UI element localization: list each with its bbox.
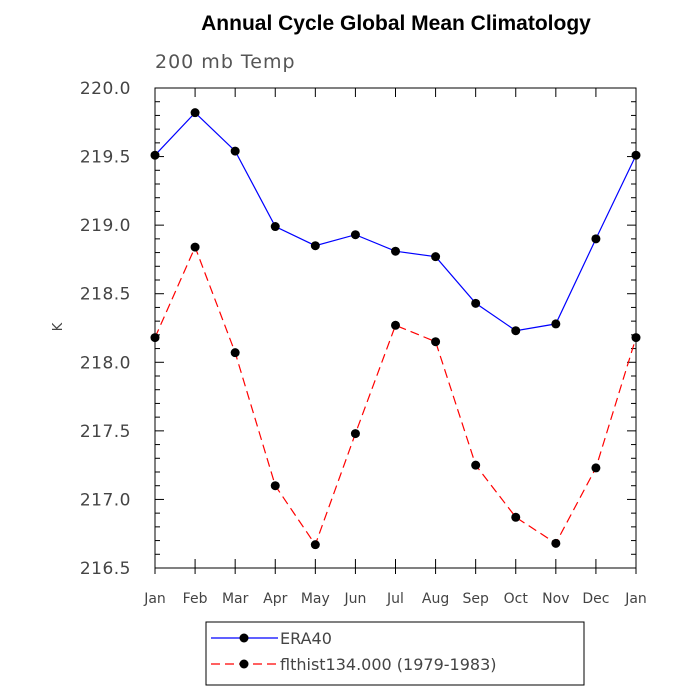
legend-label-2: flthist134.000 (1979-1983) <box>280 655 497 674</box>
x-tick-label: Mar <box>222 591 249 607</box>
series-2-point <box>591 463 601 473</box>
series-2-point <box>230 348 240 358</box>
series-2-point <box>350 429 360 439</box>
series-2-point <box>511 512 521 522</box>
x-tick-label: Oct <box>504 591 529 607</box>
y-tick-label: 220.0 <box>80 79 131 99</box>
x-tick-label: Jan <box>624 591 647 607</box>
series-2-point <box>150 333 160 343</box>
series-1-point <box>150 150 160 160</box>
series-line-1 <box>154 111 637 332</box>
x-tick-label: Sep <box>462 591 489 607</box>
series-1-point <box>591 234 601 244</box>
x-tick-label: Jan <box>143 591 166 607</box>
x-tick-label: May <box>301 591 330 607</box>
series-1-point <box>471 298 481 308</box>
y-tick-label: 219.5 <box>80 148 131 168</box>
series-2-point <box>190 242 200 252</box>
series-2-point <box>471 460 481 470</box>
series-1-point <box>310 241 320 251</box>
series-1-point <box>511 326 521 336</box>
y-tick-label: 217.0 <box>80 490 131 510</box>
series-2-point <box>310 540 320 550</box>
y-axis-label: K <box>51 322 66 331</box>
series-2-point <box>631 333 641 343</box>
x-tick-label: Apr <box>263 591 287 607</box>
series-1-point <box>230 146 240 156</box>
plot-axes: 216.5 217.0 217.5 218.0 218.5 219.0 219.5 220.0… <box>80 79 647 607</box>
y-tick-label: 216.5 <box>80 559 131 579</box>
x-tick-label: Jun <box>343 591 366 607</box>
legend-marker-1 <box>239 633 249 643</box>
chart-subtitle: 200 mb Temp <box>155 51 296 73</box>
series-layer <box>150 108 641 550</box>
y-tick-label: 219.0 <box>80 216 131 236</box>
series-1-point <box>391 246 400 256</box>
series-1-point <box>270 222 280 232</box>
legend-label-1: ERA40 <box>280 629 332 648</box>
series-1-point <box>190 108 200 118</box>
legend: ERA40 flthist134.000 (1979-1983) <box>205 621 585 686</box>
series-2-point <box>431 337 441 347</box>
series-2-point <box>551 538 561 548</box>
legend-marker-2 <box>239 659 249 669</box>
x-tick-label: Feb <box>183 591 208 607</box>
x-tick-label: Aug <box>422 591 449 607</box>
x-tick-label: Dec <box>582 591 609 607</box>
series-2-point <box>270 481 280 491</box>
series-1-point <box>631 150 641 160</box>
y-tick-label: 218.5 <box>80 285 131 305</box>
legend-box <box>205 621 585 686</box>
series-1-point <box>350 230 360 240</box>
series-1-point <box>551 319 561 329</box>
y-tick-label: 218.0 <box>80 353 131 373</box>
y-tick-label: 217.5 <box>80 422 131 442</box>
x-tick-label: Jul <box>386 591 404 607</box>
series-1-point <box>431 252 441 262</box>
series-2-point <box>391 320 400 330</box>
series-line-2 <box>154 245 637 547</box>
chart-title: Annual Cycle Global Mean Climatology <box>201 12 591 35</box>
x-tick-label: Nov <box>542 591 569 607</box>
